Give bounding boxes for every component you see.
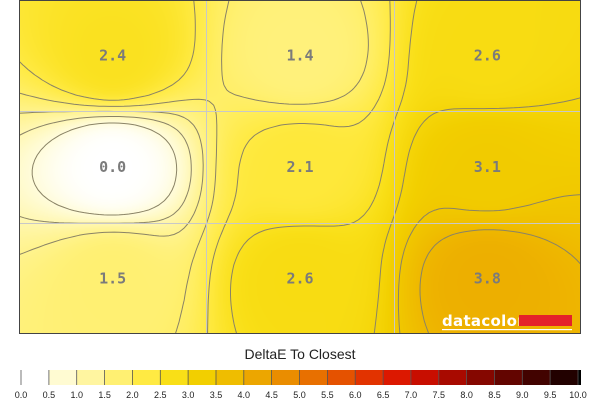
grid-lines [19,0,581,334]
colorbar-swatch [355,370,384,385]
colorbar-tick-label: 0.5 [43,390,56,400]
cell-value-label: 2.6 [286,269,313,287]
colorbar-swatch [494,370,523,385]
plot-border [19,0,581,334]
cell-value-label: 2.1 [286,158,313,176]
colorbar: 0.0 0.5 1.0 1.5 2.0 2.5 3.0 3.5 4.0 4.5 5.0 5.5 6.0 6… [15,370,587,400]
colorbar-swatch [550,370,579,385]
contour-line [397,194,581,334]
plot-area: 2.4 1.4 2.6 0.0 2.1 3.1 1.5 2.6 3.8 datacolor [19,0,581,334]
colorbar-tick-label: 3.0 [182,390,195,400]
colorbar-tick-label: 0.0 [15,390,28,400]
contour-line [19,0,391,334]
cell-value-label: 2.6 [474,47,501,65]
colorbar-tick-label: 6.5 [377,390,390,400]
colorbar-tick-label: 7.5 [433,390,446,400]
colorbar-swatch [132,370,161,385]
contour-line [230,0,418,334]
cell-value-label: 1.4 [286,47,313,65]
colorbar-swatch [48,370,78,385]
colorbar-tick-label: 8.5 [488,390,501,400]
contour-line [373,97,581,334]
colorbar-swatch [21,370,50,385]
contour-lines [19,0,581,334]
colorbar-swatch [410,370,440,385]
colorbar-swatch [383,370,412,385]
colorbar-swatch [327,370,356,385]
cell-value-labels: 2.4 1.4 2.6 0.0 2.1 3.1 1.5 2.6 3.8 [99,47,501,288]
colorbar-swatch [578,370,581,385]
datacolor-logo-text: datacolor [442,312,525,330]
colorbar-swatch [104,370,133,385]
colorbar-swatch [76,370,106,385]
colorbar-swatch [271,370,300,385]
heat-surface [19,0,581,334]
cell-value-label: 0.0 [99,158,126,176]
colorbar-tick-label: 7.0 [405,390,418,400]
colorbar-tick-label: 10.0 [569,390,587,400]
colorbar-swatch [160,370,189,385]
colorbar-swatch [299,370,328,385]
colorbar-swatch [188,370,217,385]
contour-line [19,0,369,334]
colorbar-swatch [216,370,245,385]
colorbar-swatch [466,370,495,385]
colorbar-tick-label: 9.5 [544,390,557,400]
colorbar-tick-label: 5.5 [321,390,334,400]
colorbar-tick-label: 8.0 [460,390,473,400]
colorbar-tick-label: 6.0 [349,390,362,400]
colorbar-swatch [243,370,273,385]
colorbar-swatch [438,370,468,385]
contour-line [31,122,178,216]
colorbar-tick-label: 1.0 [70,390,83,400]
datacolor-logo-bar [519,315,572,326]
colorbar-tick-label: 4.0 [238,390,251,400]
colorbar-tick-label: 5.0 [293,390,306,400]
colorbar-tick-label: 4.5 [265,390,278,400]
colorbar-tick-label: 2.0 [126,390,139,400]
colorbar-title: DeltaE To Closest [244,346,356,362]
datacolor-logo: datacolor [442,312,572,331]
cell-value-label: 2.4 [99,47,126,65]
cell-value-label: 3.8 [474,269,501,287]
datacolor-logo-underline [442,329,572,331]
contour-line [419,229,581,334]
colorbar-tick-label: 3.5 [210,390,223,400]
cell-value-label: 1.5 [99,269,126,287]
cell-value-label: 3.1 [474,158,501,176]
colorbar-tick-label: 9.0 [516,390,529,400]
colorbar-tick-label: 1.5 [98,390,111,400]
colorbar-swatch [522,370,551,385]
colorbar-tick-label: 2.5 [154,390,167,400]
